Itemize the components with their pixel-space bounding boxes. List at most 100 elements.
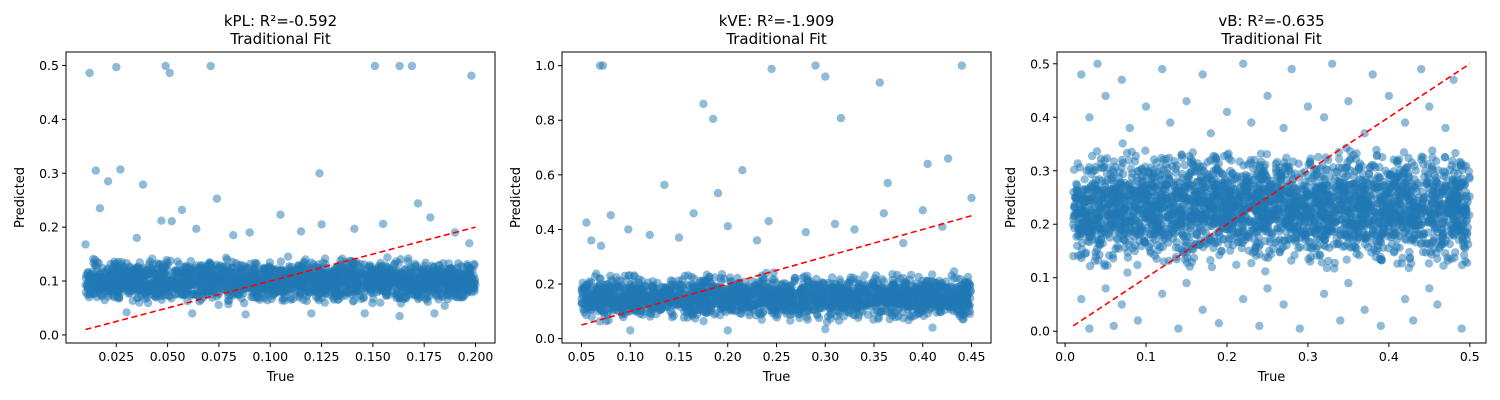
scatter-point bbox=[1109, 157, 1119, 166]
scatter-point bbox=[850, 225, 859, 234]
scatter-point bbox=[135, 258, 144, 267]
chart-subtitle: Traditional Fit bbox=[725, 30, 827, 48]
scatter-point bbox=[283, 252, 293, 261]
scatter-point bbox=[738, 166, 747, 175]
scatter-point bbox=[157, 216, 166, 225]
scatter-point bbox=[376, 298, 385, 307]
scatter-point bbox=[710, 273, 719, 282]
scatter-point bbox=[936, 307, 946, 317]
scatter-point bbox=[715, 287, 724, 296]
scatter-point bbox=[333, 295, 342, 304]
scatter-point bbox=[270, 272, 280, 281]
scatter-point bbox=[167, 217, 176, 226]
scatter-point bbox=[860, 271, 869, 280]
scatter-point bbox=[122, 308, 131, 317]
scatter-point bbox=[638, 310, 648, 319]
scatter-point bbox=[928, 296, 937, 306]
scatter-point bbox=[811, 61, 820, 70]
scatter-point bbox=[85, 68, 94, 78]
y-tick-label: 0.1 bbox=[39, 274, 59, 289]
scatter-point bbox=[923, 159, 932, 169]
scatter-point bbox=[165, 68, 174, 78]
scatter-point bbox=[967, 193, 976, 203]
scatter-point bbox=[645, 230, 654, 240]
scatter-point bbox=[775, 290, 785, 299]
scatter-point bbox=[333, 289, 342, 298]
scatter-point bbox=[899, 238, 908, 248]
scatter-point bbox=[739, 290, 749, 300]
scatter-point bbox=[899, 281, 908, 290]
scatter-point bbox=[959, 291, 968, 300]
identity-line bbox=[85, 226, 476, 331]
scatter-point bbox=[706, 301, 716, 310]
scatter-point bbox=[296, 288, 305, 297]
y-axis-label: Predicted bbox=[509, 167, 524, 228]
scatter-point bbox=[138, 180, 148, 189]
scatter-point bbox=[729, 306, 738, 315]
scatter-point bbox=[897, 301, 906, 310]
x-axis-label: True bbox=[762, 370, 791, 385]
scatter-point bbox=[166, 256, 175, 265]
scatter-point bbox=[723, 222, 732, 231]
scatter-point bbox=[143, 270, 153, 279]
scatter-point bbox=[416, 292, 426, 301]
scatter-point bbox=[191, 290, 201, 299]
scatter-point bbox=[206, 61, 215, 71]
scatter-point bbox=[670, 282, 679, 292]
scatter-point bbox=[1334, 148, 1344, 157]
scatter-point bbox=[122, 267, 132, 277]
scatter-point bbox=[955, 311, 965, 321]
scatter-point bbox=[338, 265, 347, 274]
scatter-point bbox=[826, 305, 836, 315]
scatter-point bbox=[137, 276, 146, 285]
scatter-point bbox=[413, 199, 423, 208]
scatter-point bbox=[752, 236, 762, 245]
scatter-point bbox=[836, 113, 846, 123]
scatter-point bbox=[389, 288, 398, 297]
y-tick-label: 0.4 bbox=[39, 112, 59, 127]
scatter-point bbox=[181, 283, 190, 292]
scatter-point bbox=[373, 268, 382, 277]
scatter-point bbox=[424, 276, 433, 286]
scatter-point bbox=[319, 281, 329, 290]
scatter-point bbox=[602, 297, 611, 307]
scatter-point bbox=[395, 311, 404, 321]
scatter-point bbox=[194, 264, 204, 273]
scatter-point bbox=[956, 275, 965, 284]
scatter-point bbox=[771, 278, 781, 288]
scatter-point bbox=[740, 301, 749, 310]
scatter-point bbox=[227, 278, 237, 287]
scatter-point bbox=[660, 180, 669, 190]
scatter-point bbox=[426, 213, 435, 222]
scatter-point bbox=[637, 300, 646, 309]
scatter-point bbox=[182, 261, 191, 271]
scatter-point bbox=[178, 290, 187, 299]
scatter-point bbox=[689, 209, 698, 218]
scatter-point bbox=[879, 209, 888, 218]
y-tick-label: 0.2 bbox=[535, 277, 555, 292]
scatter-point bbox=[388, 264, 397, 273]
scatter-point bbox=[255, 285, 264, 294]
scatter-point bbox=[94, 258, 104, 267]
scatter-point bbox=[307, 309, 316, 318]
scatter-point bbox=[771, 311, 780, 320]
scatter-point bbox=[418, 266, 427, 275]
scatter-point bbox=[757, 271, 766, 280]
scatter-point bbox=[808, 280, 817, 289]
x-tick-label: 0.15 bbox=[665, 349, 693, 364]
scatter-point bbox=[260, 293, 269, 303]
x-tick-label: 0.25 bbox=[763, 349, 791, 364]
scatter-point bbox=[918, 281, 927, 290]
y-tick-label: 0.4 bbox=[535, 222, 555, 237]
scatter-point bbox=[215, 262, 224, 272]
scatter-point bbox=[910, 285, 919, 294]
scatter-point bbox=[1322, 263, 1332, 273]
scatter-point bbox=[1141, 146, 1150, 155]
y-tick-label: 0.8 bbox=[535, 113, 555, 128]
scatter-point bbox=[928, 270, 937, 279]
scatter-point bbox=[347, 283, 356, 292]
scatter-point bbox=[221, 253, 231, 262]
scatter-point bbox=[445, 271, 454, 280]
